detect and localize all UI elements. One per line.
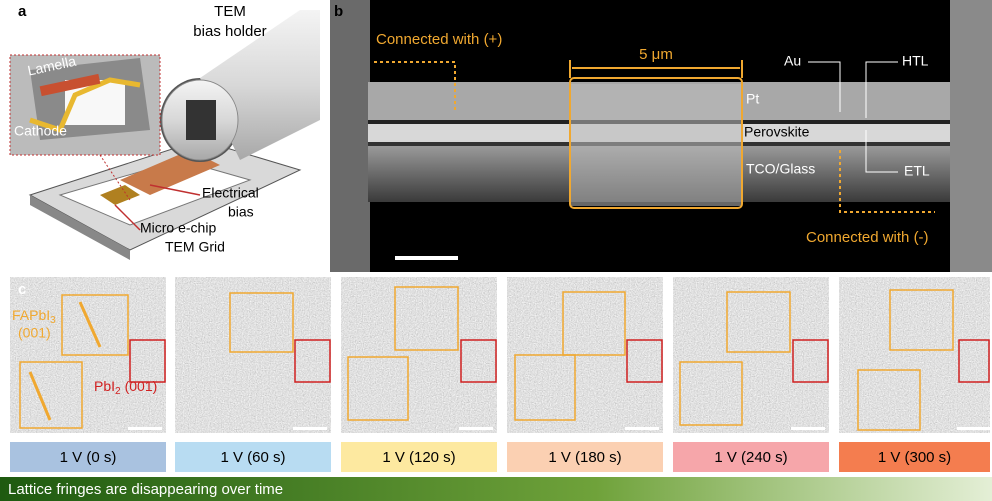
holder-label: TEM [214, 3, 246, 20]
layer-label: TCO/Glass [746, 161, 815, 177]
frame-label: 1 V (240 s) [714, 449, 787, 466]
panel-label: b [334, 3, 343, 20]
tem-image [673, 277, 829, 433]
frame-label: 1 V (300 s) [878, 449, 951, 466]
tem-image [839, 277, 990, 433]
frame-label: 1 V (60 s) [220, 449, 285, 466]
bias-label: bias [228, 204, 254, 220]
chip-label: Micro e-chip [140, 220, 216, 236]
panel-label: c [18, 281, 26, 298]
connection-label: Connected with (-) [806, 229, 929, 246]
phase: (001) [125, 378, 158, 394]
layer-label: ETL [904, 163, 930, 179]
scale-bar [791, 427, 825, 430]
formula: FAPbI [12, 307, 50, 323]
page: a TEM bias holder Anode Lamella Cathode … [0, 0, 992, 501]
layer-label: Pt [746, 91, 759, 107]
layer-label: Au [784, 53, 801, 69]
caption: Lattice fringes are disappearing over ti… [8, 481, 283, 498]
scale-label: 5 μm [639, 46, 673, 63]
panel-label: a [18, 3, 27, 20]
bias-label: Electrical [202, 185, 259, 201]
cathode-label: Cathode [14, 123, 67, 139]
chip-label: TEM Grid [165, 239, 225, 255]
figure: a TEM bias holder Anode Lamella Cathode … [0, 0, 992, 501]
frame-label: 1 V (180 s) [548, 449, 621, 466]
scale-bar [459, 427, 493, 430]
layer-label: Perovskite [744, 124, 810, 140]
connection-label: Connected with (+) [376, 31, 502, 48]
anode-label: Anode [100, 33, 141, 49]
scale-bar [293, 427, 327, 430]
frame-label: 1 V (0 s) [60, 449, 117, 466]
tem-image [341, 277, 497, 433]
tem-image [175, 277, 331, 433]
scale-bar [957, 427, 991, 430]
subscript: 3 [50, 315, 56, 326]
frame-label: 1 V (120 s) [382, 449, 455, 466]
formula: PbI [94, 378, 115, 394]
holder-label: bias holder [193, 23, 266, 40]
panel-c-frames [10, 277, 991, 472]
scale-bar [625, 427, 659, 430]
layer-label: HTL [902, 53, 929, 69]
phase-label: (001) [18, 325, 51, 341]
subscript: 2 [115, 386, 121, 397]
scale-bar [128, 427, 162, 430]
